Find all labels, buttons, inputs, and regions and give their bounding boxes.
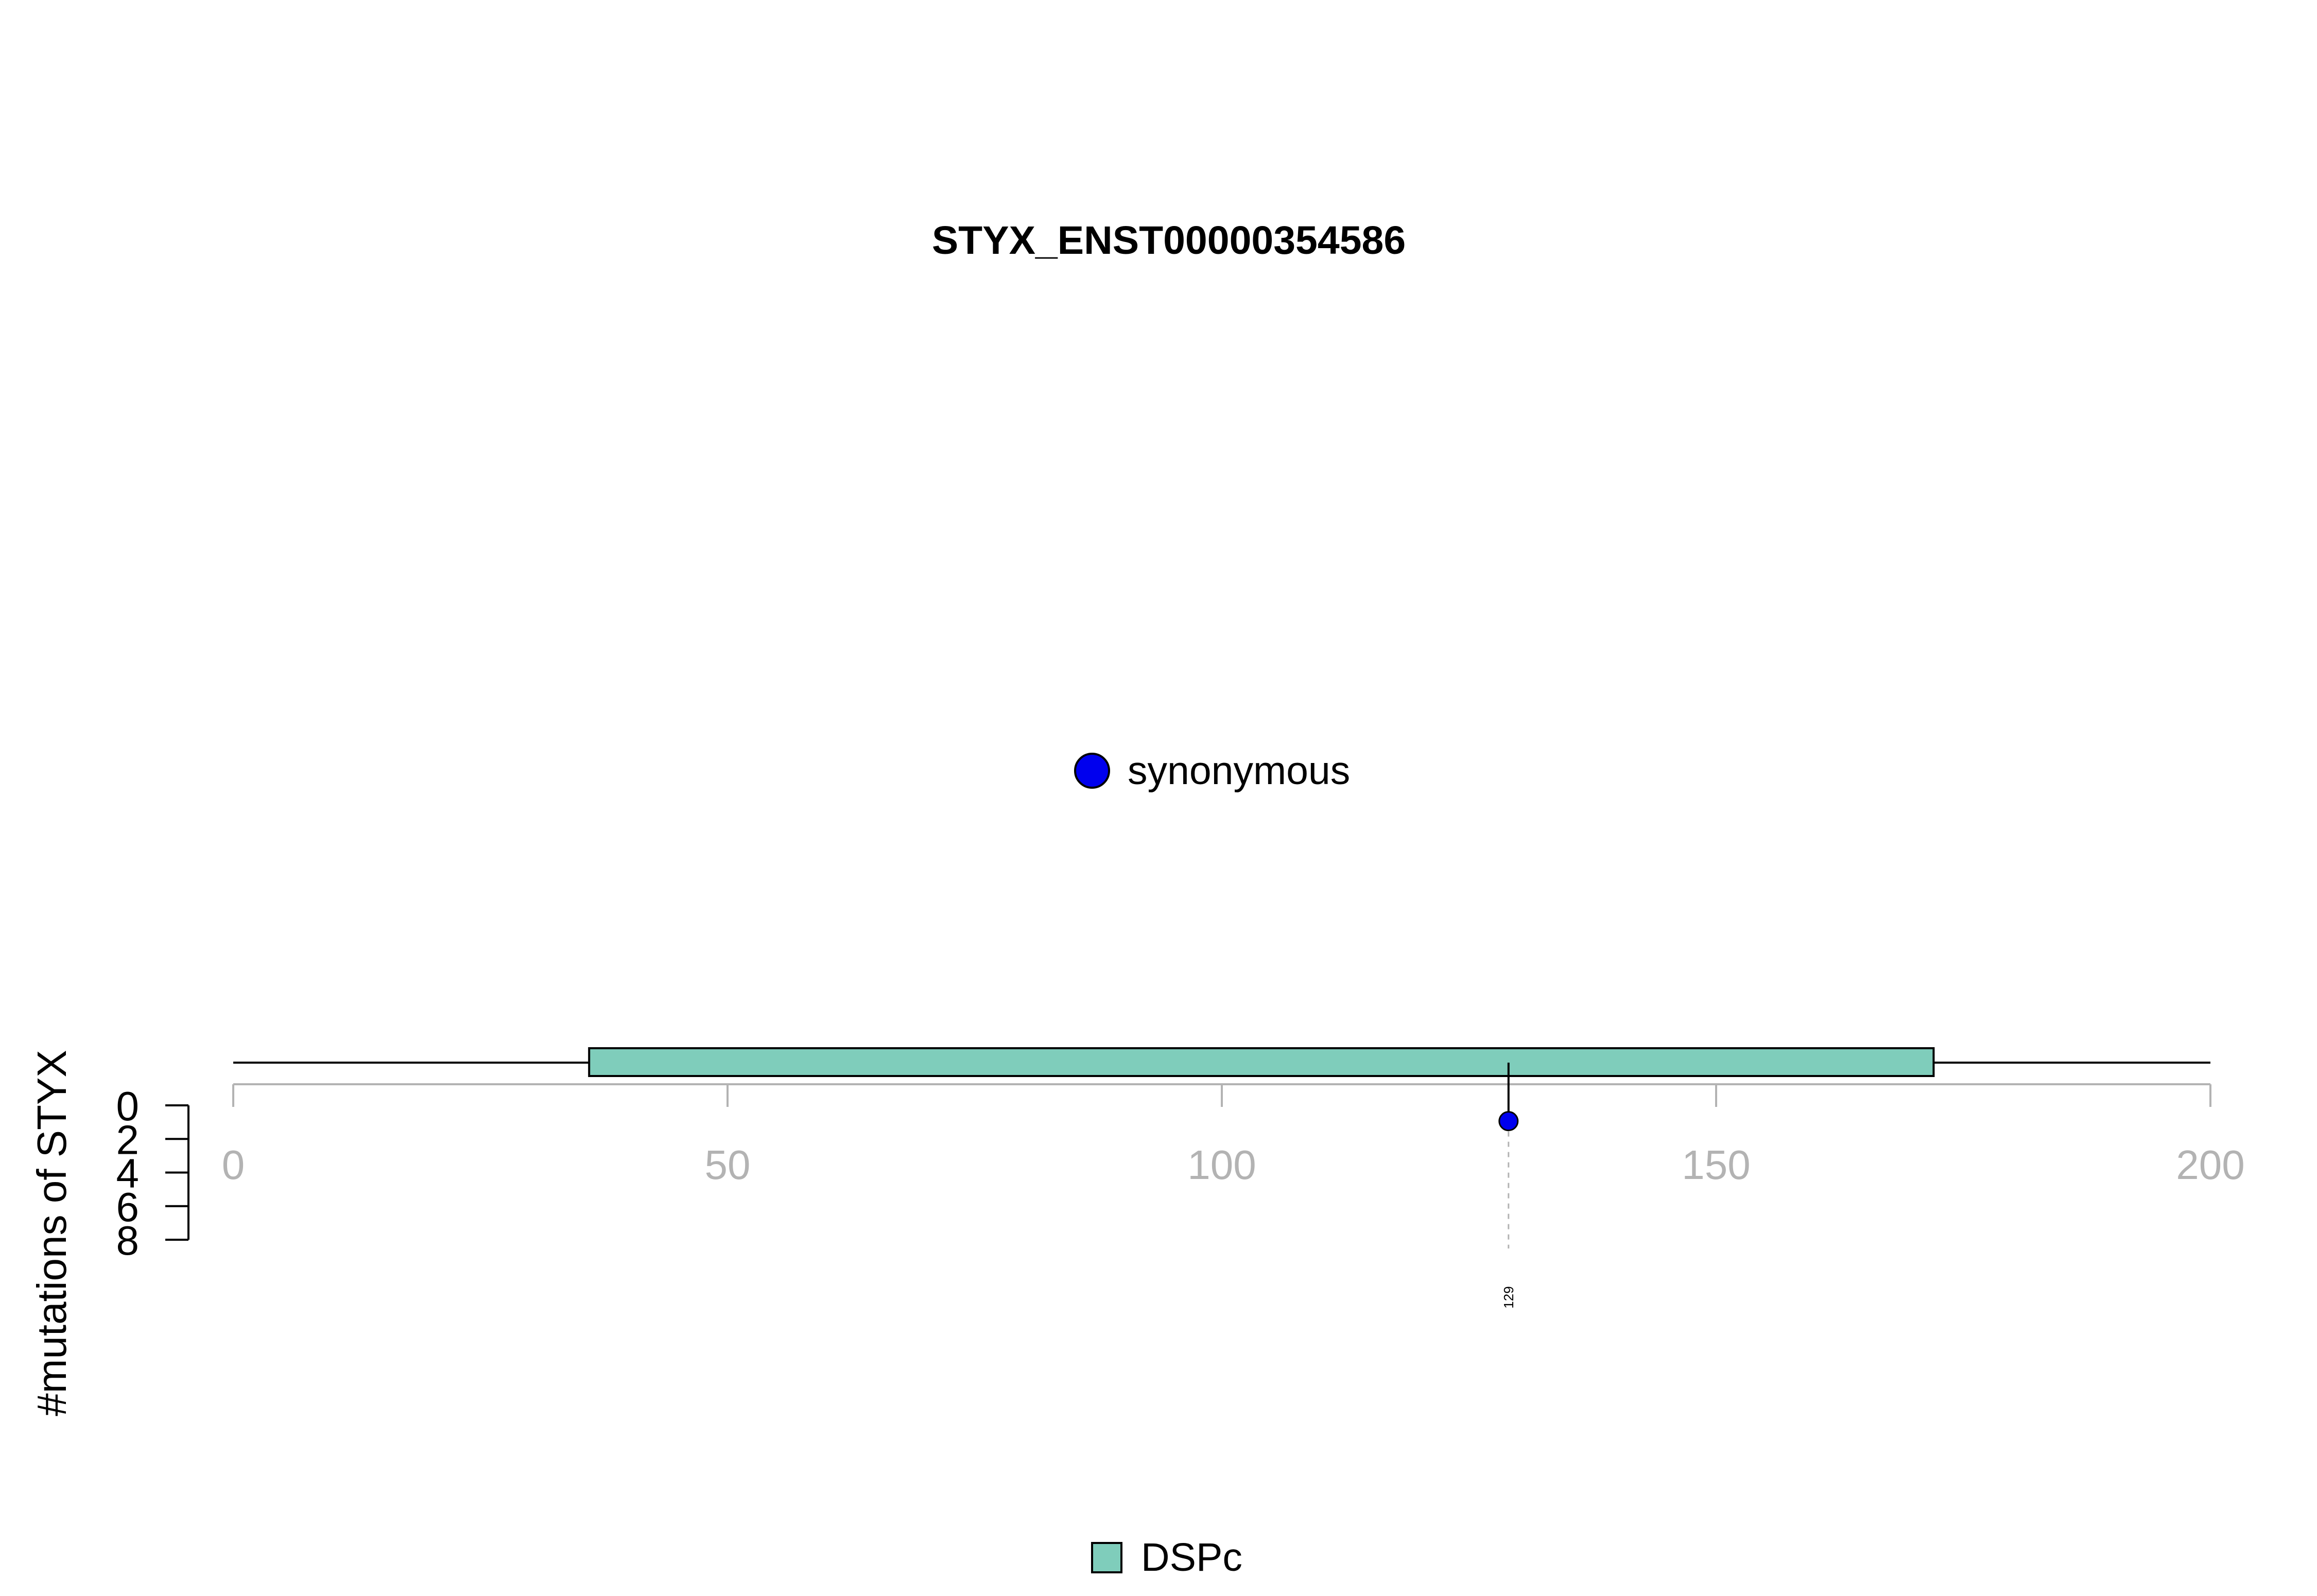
x-tick-label: 150	[1682, 1142, 1750, 1188]
legend-synonymous-label: synonymous	[1128, 749, 1350, 793]
mutation-layer: 129	[1498, 1063, 1519, 1309]
chart-title: STYX_ENST00000354586	[932, 218, 1406, 263]
x-tick-label: 200	[2176, 1142, 2244, 1188]
y-tick-label: 0	[116, 1083, 140, 1129]
legend-dspc-label: DSPc	[1141, 1535, 1242, 1580]
y-tick-label: 2	[116, 1117, 140, 1163]
x-axis: 0 50 100 150 200	[222, 1083, 2245, 1188]
mutation-point	[1498, 1111, 1519, 1132]
x-tick-label: 0	[222, 1142, 245, 1188]
protein-track	[233, 1047, 2210, 1077]
y-tick-label: 8	[116, 1218, 140, 1263]
legend-dspc-swatch	[1091, 1542, 1122, 1573]
x-tick-label: 50	[705, 1142, 751, 1188]
y-tick-label: 6	[116, 1184, 140, 1230]
legend-synonymous-marker	[1074, 753, 1110, 789]
y-tick-label: 4	[116, 1151, 140, 1196]
domain-box-dspc	[588, 1047, 1935, 1077]
mutation-position-label: 129	[1501, 1286, 1516, 1308]
mutation-legend: synonymous	[1074, 749, 1350, 793]
domain-legend: DSPc	[1091, 1535, 1242, 1580]
y-axis-label: #mutations of STYX	[29, 1050, 75, 1416]
x-tick-label: 100	[1187, 1142, 1256, 1188]
